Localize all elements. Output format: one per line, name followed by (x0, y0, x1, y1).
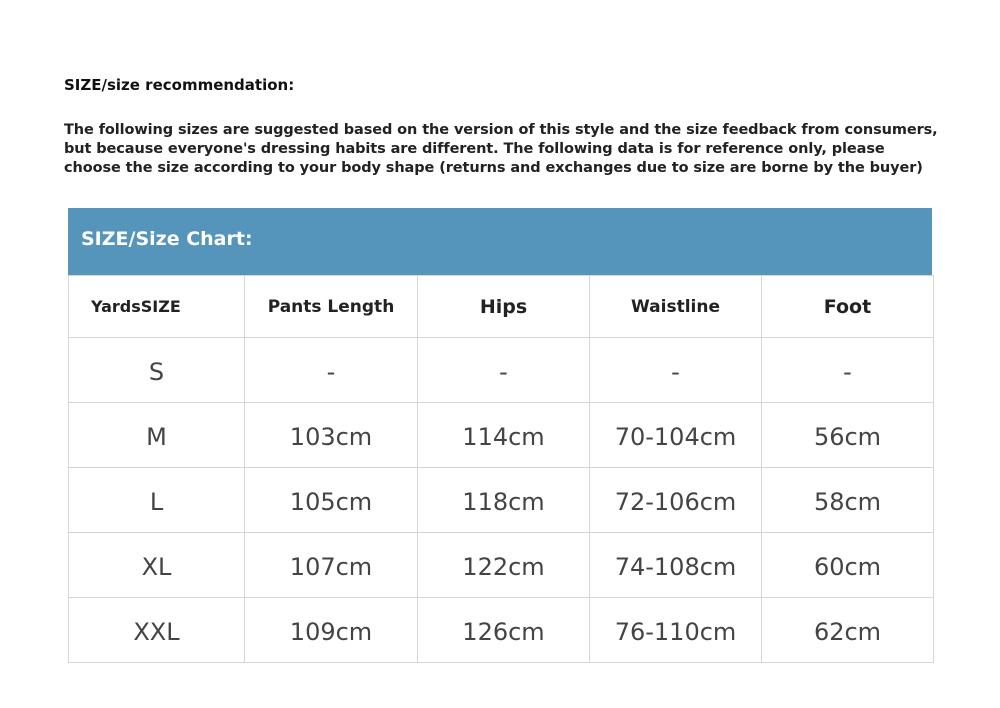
size-chart-banner: SIZE/Size Chart: (68, 208, 932, 275)
cell-foot: - (761, 337, 934, 403)
cell-hips: 122cm (417, 532, 590, 598)
table-row: M 103cm 114cm 70-104cm 56cm (68, 402, 934, 468)
cell-waistline: 76-110cm (589, 597, 762, 663)
header-waistline: Waistline (589, 275, 762, 338)
table-row: L 105cm 118cm 72-106cm 58cm (68, 467, 934, 533)
size-description: The following sizes are suggested based … (64, 121, 964, 178)
cell-size: M (68, 402, 245, 468)
cell-hips: 126cm (417, 597, 590, 663)
cell-pants-length: 103cm (244, 402, 418, 468)
header-hips: Hips (417, 275, 590, 338)
table-row: S---- (68, 337, 934, 403)
cell-size: XXL (68, 597, 245, 663)
size-table: YardsSIZE Pants Length Hips Waistline Fo… (68, 275, 934, 663)
header-size: YardsSIZE (68, 275, 245, 338)
header-foot: Foot (761, 275, 934, 338)
table-header-row: YardsSIZE Pants Length Hips Waistline Fo… (68, 275, 934, 338)
page-heading: SIZE/size recommendation: (64, 76, 295, 94)
table-row: XL 107cm 122cm 74-108cm 60cm (68, 532, 934, 598)
cell-size: XL (68, 532, 245, 598)
cell-hips: - (417, 337, 590, 403)
cell-waistline: 70-104cm (589, 402, 762, 468)
cell-pants-length: 105cm (244, 467, 418, 533)
description-line: choose the size according to your body s… (64, 160, 923, 176)
table-row: XXL 109cm 126cm 76-110cm 62cm (68, 597, 934, 663)
cell-size: S (68, 337, 245, 403)
cell-waistline: 72-106cm (589, 467, 762, 533)
size-chart-title: SIZE/Size Chart: (81, 228, 253, 250)
cell-pants-length: 109cm (244, 597, 418, 663)
description-line: The following sizes are suggested based … (64, 122, 938, 138)
cell-foot: 62cm (761, 597, 934, 663)
cell-foot: 58cm (761, 467, 934, 533)
cell-foot: 56cm (761, 402, 934, 468)
description-line: but because everyone's dressing habits a… (64, 141, 885, 157)
cell-size: L (68, 467, 245, 533)
cell-waistline: 74-108cm (589, 532, 762, 598)
cell-hips: 114cm (417, 402, 590, 468)
cell-pants-length: - (244, 337, 418, 403)
cell-foot: 60cm (761, 532, 934, 598)
cell-pants-length: 107cm (244, 532, 418, 598)
cell-waistline: - (589, 337, 762, 403)
header-pants-length: Pants Length (244, 275, 418, 338)
cell-hips: 118cm (417, 467, 590, 533)
